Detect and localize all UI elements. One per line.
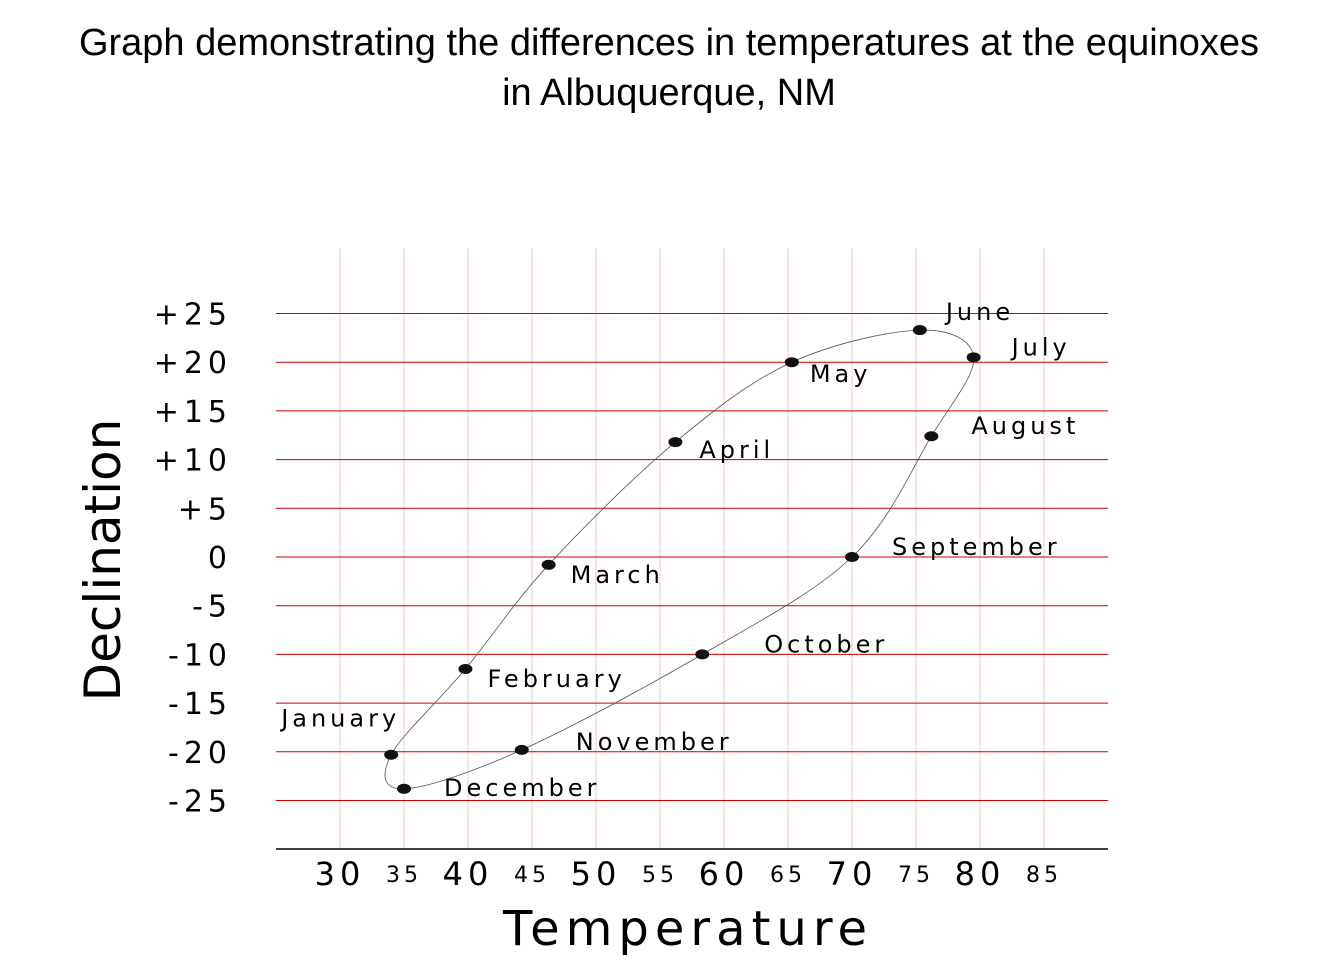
y-tick-label: +10 bbox=[154, 444, 232, 479]
month-labels: January February March April May June July Augu… bbox=[279, 298, 1079, 802]
y-tick-label: +15 bbox=[154, 395, 232, 430]
point-april bbox=[668, 437, 683, 448]
x-tick-label-minor: 45 bbox=[514, 863, 550, 888]
month-label-december: December bbox=[444, 774, 600, 802]
chart-title: Graph demonstrating the differences in t… bbox=[78, 22, 1260, 114]
month-label-march: March bbox=[571, 561, 664, 589]
y-axis-tick-labels: +25 +20 +15 +10 +5 0 -5 -10 -15 -20 -25 bbox=[154, 298, 232, 820]
horizontal-gridlines bbox=[276, 313, 1108, 801]
x-tick-label-minor: 85 bbox=[1026, 863, 1062, 888]
point-january bbox=[384, 749, 399, 760]
month-label-january: January bbox=[279, 705, 400, 733]
y-tick-label: +5 bbox=[178, 492, 232, 527]
point-august bbox=[924, 431, 939, 442]
month-label-november: November bbox=[576, 728, 733, 756]
vertical-gridlines bbox=[339, 248, 1045, 849]
y-tick-label: -10 bbox=[168, 638, 232, 673]
point-february bbox=[458, 664, 473, 675]
point-july bbox=[966, 352, 981, 363]
x-tick-label: 50 bbox=[571, 855, 622, 893]
point-december bbox=[397, 783, 411, 794]
month-label-june: June bbox=[944, 298, 1014, 326]
month-label-september: September bbox=[892, 533, 1061, 561]
x-tick-label-minor: 65 bbox=[770, 863, 806, 888]
y-tick-label: -5 bbox=[192, 590, 232, 625]
point-september bbox=[845, 552, 859, 562]
y-axis-title: Declination bbox=[74, 419, 132, 702]
y-tick-label: -20 bbox=[168, 736, 232, 771]
point-june bbox=[912, 325, 927, 336]
y-tick-label: -25 bbox=[168, 785, 232, 820]
month-label-july: July bbox=[1010, 333, 1071, 361]
point-november bbox=[514, 744, 529, 755]
x-tick-label-minor: 75 bbox=[898, 863, 934, 888]
month-label-february: February bbox=[487, 665, 625, 693]
month-label-april: April bbox=[699, 436, 774, 464]
x-tick-label: 80 bbox=[955, 855, 1006, 893]
x-axis-title: Temperature bbox=[502, 901, 873, 957]
x-tick-label: 70 bbox=[827, 855, 878, 893]
declination-curve bbox=[384, 329, 975, 790]
y-tick-label: -15 bbox=[168, 687, 232, 722]
month-label-august: August bbox=[971, 412, 1079, 440]
x-tick-label-minor: 35 bbox=[386, 863, 422, 888]
x-tick-label-minor: 55 bbox=[642, 863, 678, 888]
point-march bbox=[541, 559, 556, 570]
y-tick-label: +25 bbox=[154, 298, 232, 333]
data-points bbox=[384, 325, 981, 794]
point-may bbox=[784, 357, 799, 368]
x-axis-tick-labels: 30 40 50 60 70 80 35 45 55 65 75 85 bbox=[315, 855, 1062, 893]
x-tick-label: 30 bbox=[315, 855, 366, 893]
month-label-october: October bbox=[764, 630, 888, 658]
y-tick-label: 0 bbox=[208, 541, 232, 576]
x-tick-label: 60 bbox=[699, 855, 750, 893]
month-label-may: May bbox=[810, 360, 872, 388]
point-october bbox=[695, 649, 710, 660]
x-tick-label: 40 bbox=[443, 855, 494, 893]
y-tick-label: +20 bbox=[154, 346, 232, 381]
